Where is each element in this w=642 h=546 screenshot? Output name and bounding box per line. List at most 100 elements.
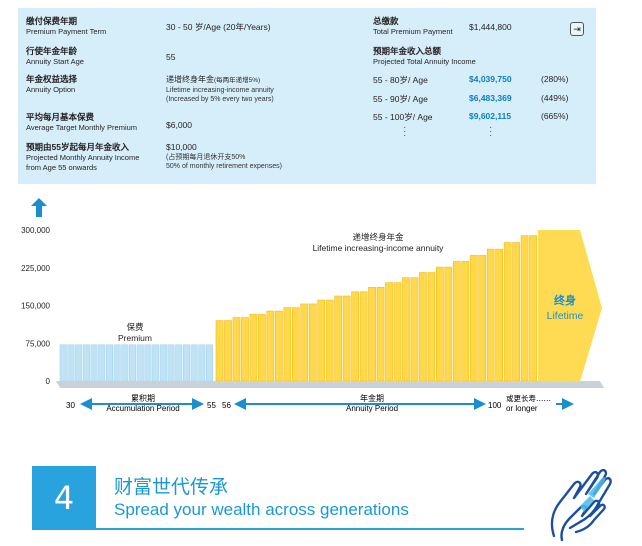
annuity-period-en: Annuity Period [346, 404, 398, 413]
annuity-bar [402, 277, 410, 382]
premium-bar [144, 344, 152, 382]
option-label: 年金权益选择 Annuity Option [26, 74, 77, 95]
premium-bar [90, 344, 98, 382]
annuity-income-label: 预期由55岁起每月年金收入 Projected Monthly Annuity … [26, 142, 139, 173]
y-axis-arrow-icon [31, 198, 47, 217]
annuity-bar [495, 248, 504, 382]
start-age-label-en: Annuity Start Age [26, 57, 84, 66]
option-value-en: Lifetime increasing-income annuity [166, 87, 274, 94]
annuity-bar [258, 314, 266, 382]
annuity-bar [436, 266, 444, 382]
premium-bar [136, 344, 144, 382]
annuity-label-zh: 递增终身年金 [352, 232, 404, 243]
annuity-bar [215, 320, 224, 382]
accumulation-label-zh: 累积期 [131, 393, 155, 403]
option-value-zh-note: (每两年递增5%) [214, 77, 261, 84]
premium-bar [198, 344, 206, 382]
annuity-bar [266, 310, 275, 382]
y-tick-label: 0 [46, 377, 51, 386]
annuity-bar [478, 255, 487, 382]
annuity-bar [393, 282, 402, 382]
annuity-income-note-en: 50% of monthly retirement expenses) [166, 163, 282, 170]
option-label-en: Annuity Option [26, 85, 76, 94]
accumulation-label-en: Accumulation Period [106, 404, 179, 413]
projected-age: 55 - 90岁/ Age [373, 94, 428, 104]
lifetime-label-zh: 终身 [554, 293, 576, 307]
premium-bar [175, 344, 183, 382]
premium-bar [98, 344, 106, 382]
summary-panel: 缴付保费年期 Premium Payment Term 30 - 50 岁/Ag… [18, 8, 596, 184]
premium-bar [190, 344, 198, 382]
annuity-start: 56 [222, 401, 231, 410]
term-label: 缴付保费年期 Premium Payment Term [26, 16, 106, 37]
longer-label-en: or longer [506, 404, 538, 413]
annuity-income-value: $10,000 (占预期每月退休开支50% 50% of monthly ret… [166, 142, 282, 171]
start-age-value: 55 [166, 52, 176, 62]
section-title-zh: 财富世代传承 [114, 476, 229, 498]
projected-age: 55 - 100岁/ Age [373, 112, 433, 122]
annuity-bar [427, 272, 436, 382]
total-premium-value: $1,444,800 [469, 22, 512, 32]
annuity-income-label-en: Projected Monthly Annuity Income [26, 153, 140, 162]
term-label-zh: 缴付保费年期 [26, 16, 78, 26]
annuity-bar [283, 307, 292, 382]
share-icon[interactable]: ⇥ [570, 22, 584, 36]
annuity-bar [317, 299, 326, 382]
option-value-zh: 递增终身年金 [166, 75, 214, 84]
annuity-bar [351, 291, 359, 382]
annuity-bar [410, 277, 419, 382]
projected-amount: $4,039,750 [469, 74, 512, 84]
annuity-bar [300, 303, 309, 382]
annuity-bar [368, 286, 376, 382]
annuity-income-label-zh: 预期由55岁起每月年金收入 [26, 142, 129, 152]
annuity-income-amount: $10,000 [166, 142, 197, 152]
projected-amount: $9,602,115 [469, 111, 512, 121]
y-tick-label: 75,000 [26, 339, 51, 348]
annuity-bar [503, 242, 512, 382]
annuity-end: 100 [488, 401, 502, 410]
premium-bar [206, 344, 214, 382]
timeline-start: 30 [66, 401, 75, 410]
premium-bar [113, 344, 121, 382]
premium-label-en: Premium [118, 333, 152, 343]
annuity-bar [529, 235, 537, 382]
annuity-bar [376, 286, 385, 382]
premium-bar [121, 344, 129, 382]
premium-label-zh: 保费 [126, 322, 144, 333]
premium-bar [152, 344, 160, 382]
projected-amount: $6,483,369 [469, 93, 512, 103]
projected-percent: (665%) [541, 111, 569, 121]
annuity-chart: 300,000 225,000 150,000 75,000 0 保费 Premium 递增… [0, 190, 642, 420]
premium-bar [105, 344, 113, 382]
annuity-bar [249, 314, 258, 382]
start-age-label-zh: 行使年金年龄 [26, 46, 78, 56]
projected-age: 55 - 80岁/ Age [373, 75, 428, 85]
projected-row-100: 55 - 100岁/ Age $9,602,115 (665%) [373, 111, 593, 123]
total-premium-label-en: Total Premium Payment [373, 27, 453, 36]
lifetime-arrow [538, 230, 602, 382]
section-divider [96, 528, 524, 530]
premium-bar [82, 344, 90, 382]
term-label-en: Premium Payment Term [26, 27, 107, 36]
section-number: 4 [32, 466, 96, 530]
y-tick-label: 300,000 [21, 226, 50, 235]
annuity-income-label-en2: from Age 55 onwards [26, 163, 97, 172]
premium-bar [129, 344, 137, 382]
annuity-bar [232, 317, 241, 382]
projected-percent: (280%) [541, 74, 569, 84]
annuity-income-note-zh: (占预期每月退休开支50% [166, 154, 246, 161]
annuity-bar [512, 242, 520, 382]
annuity-bar [308, 303, 317, 382]
term-value: 30 - 50 岁/Age (20年/Years) [166, 22, 271, 32]
avg-premium-label-zh: 平均每月基本保费 [26, 112, 95, 122]
timeline: 30 累积期 Accumulation Period 55 56 年金期 Ann… [66, 393, 574, 413]
projected-percent: (449%) [541, 93, 569, 103]
annuity-bar [224, 320, 232, 382]
avg-premium-label-en: Average Target Monthly Premium [26, 123, 138, 132]
option-value-en-note: (Increased by 5% every two years) [166, 96, 274, 103]
annuity-bar [385, 282, 393, 382]
projected-label: 预期年金收入总额 Projected Total Annuity Income [373, 46, 476, 67]
annuity-bar [342, 295, 351, 382]
option-label-zh: 年金权益选择 [26, 74, 78, 84]
start-age-label: 行使年金年龄 Annuity Start Age [26, 46, 84, 67]
